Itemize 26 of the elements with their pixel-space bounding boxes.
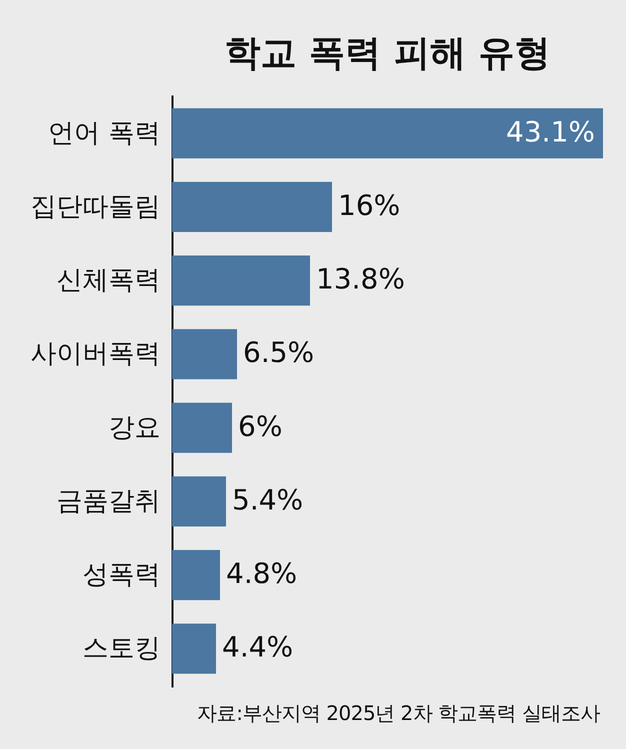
chart-title: 학교 폭력 피해 유형	[224, 33, 550, 74]
text: 자료:부산지역 2025년 2차 학교폭력 실태조사	[197, 700, 600, 727]
data-label: 6.5%	[243, 336, 314, 370]
y-tick-label: 성폭력	[82, 560, 160, 590]
y-tick-label: 집단따돌림	[30, 192, 160, 222]
bar	[172, 402, 232, 453]
data-label: 43.1%	[506, 115, 595, 148]
y-tick-label: 신체폭력	[56, 266, 160, 296]
data-label: 16%	[338, 188, 400, 222]
bar	[172, 624, 216, 674]
data-label: 4.4%	[222, 630, 294, 664]
bar	[172, 256, 310, 306]
y-tick-label: 강요	[108, 412, 160, 443]
y-tick-label: 금품갈취	[56, 486, 160, 516]
bar	[172, 182, 332, 232]
data-label: 13.8%	[316, 262, 405, 296]
bar	[172, 108, 603, 158]
data-label: 4.8%	[226, 557, 298, 590]
y-tick-label: 스토킹	[82, 634, 160, 664]
y-tick-label: 언어 폭력	[48, 118, 160, 148]
bar	[172, 329, 237, 380]
bar	[172, 550, 220, 600]
data-label: 5.4%	[232, 483, 304, 516]
bar	[172, 476, 226, 526]
data-label: 6%	[238, 410, 282, 443]
y-tick-label: 사이버폭력	[30, 339, 160, 370]
